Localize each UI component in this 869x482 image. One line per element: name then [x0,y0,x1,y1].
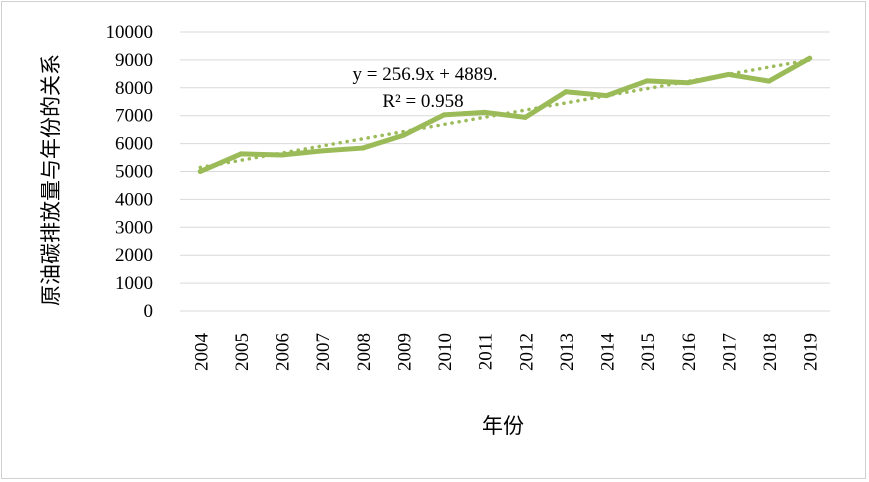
data-point [441,112,447,118]
y-tick-label: 10000 [106,22,154,43]
x-tick-label: 2009 [394,333,415,371]
x-tick-label: 2018 [760,333,781,371]
x-tick-label: 2004 [191,333,212,372]
gridlines [180,31,830,312]
data-point [644,78,650,84]
x-tick-label: 2017 [719,333,740,371]
trendline-r-squared: R² = 0.958 [382,91,463,112]
x-tick-label: 2016 [679,333,700,371]
x-tick-label: 2010 [435,333,456,371]
data-point [522,114,528,120]
x-tick-label: 2019 [801,333,822,371]
y-tick-label: 5000 [115,162,153,183]
y-tick-label: 4000 [115,189,153,210]
x-tick-labels: 2004 2005 2006 2007 2008 2009 2010 2011 2012 2013… [191,333,821,372]
x-tick-label: 2007 [313,333,334,371]
data-point [725,71,731,77]
x-tick-label: 2005 [232,333,253,371]
data-point [197,169,203,174]
x-tick-label: 2008 [354,333,375,371]
data-point [279,152,285,158]
series-polyline [197,55,813,174]
x-axis-title: 年份 [482,414,524,438]
data-point [238,151,244,157]
x-tick-label: 2015 [638,333,659,371]
x-tick-label: 2013 [557,333,578,371]
y-tick-label: 8000 [115,78,153,99]
data-point [319,148,325,154]
trendline-equation: y = 256.9x + 4889. [353,64,498,85]
y-tick-label: 1000 [115,273,153,294]
data-point [807,55,813,61]
series-line [197,55,813,174]
y-tick-label: 2000 [115,245,153,266]
data-point [360,145,366,151]
y-tick-label: 6000 [115,134,153,155]
y-tick-label: 9000 [115,50,153,71]
data-point [604,93,610,99]
data-point [400,132,406,138]
data-point [766,78,772,84]
data-point [563,89,569,95]
x-tick-label: 2012 [516,333,537,371]
x-tick-label: 2006 [273,333,294,371]
data-point [482,109,488,115]
y-tick-label: 0 [144,301,154,322]
data-point [685,80,691,86]
y-axis-title: 原油碳排放量与年份的关系 [39,54,63,306]
y-tick-label: 7000 [115,106,153,127]
y-tick-label: 3000 [115,217,153,238]
x-tick-label: 2014 [598,333,619,372]
x-tick-label: 2011 [476,333,497,370]
y-tick-labels: 0 1000 2000 3000 4000 5000 6000 7000 8000 9000 100… [106,22,154,322]
